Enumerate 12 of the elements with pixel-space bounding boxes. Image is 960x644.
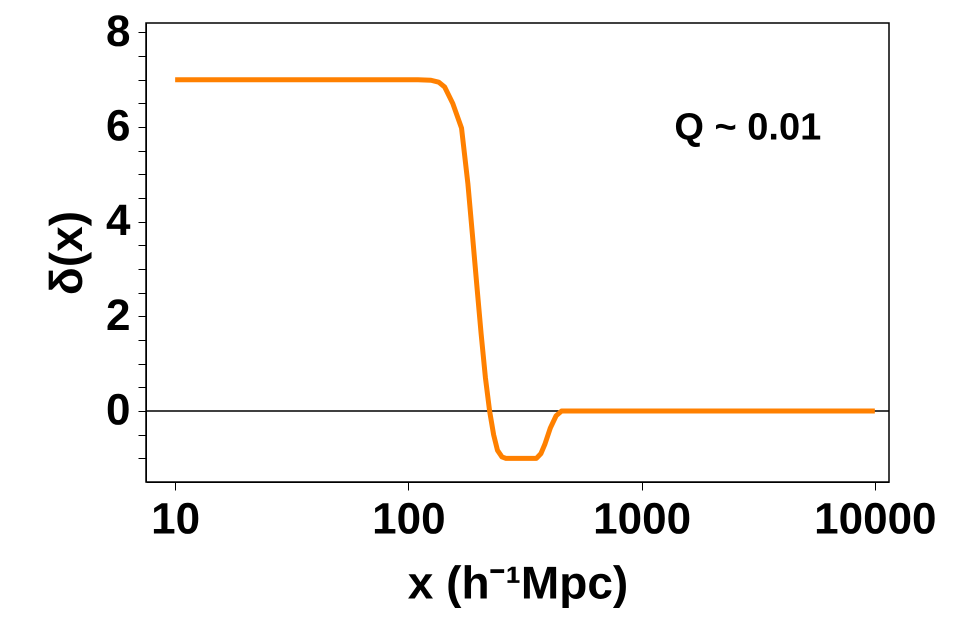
x-tick-label: 100 [372,494,446,544]
y-axis-title: δ(x) [40,210,92,296]
y-tick-label: 6 [106,102,130,151]
x-axis-title: x (h⁻¹Mpc) [408,556,628,608]
y-tick-label: 8 [106,6,130,56]
y-tick-label: 0 [106,386,130,435]
y-tick-label: 4 [106,196,132,246]
x-tick-label: 10000 [814,494,937,544]
x-tick-label: 10 [151,494,200,544]
x-tick-label: 1000 [593,494,692,544]
annotation: Q ~ 0.01 [674,106,822,149]
y-tick-label: 2 [106,290,130,340]
